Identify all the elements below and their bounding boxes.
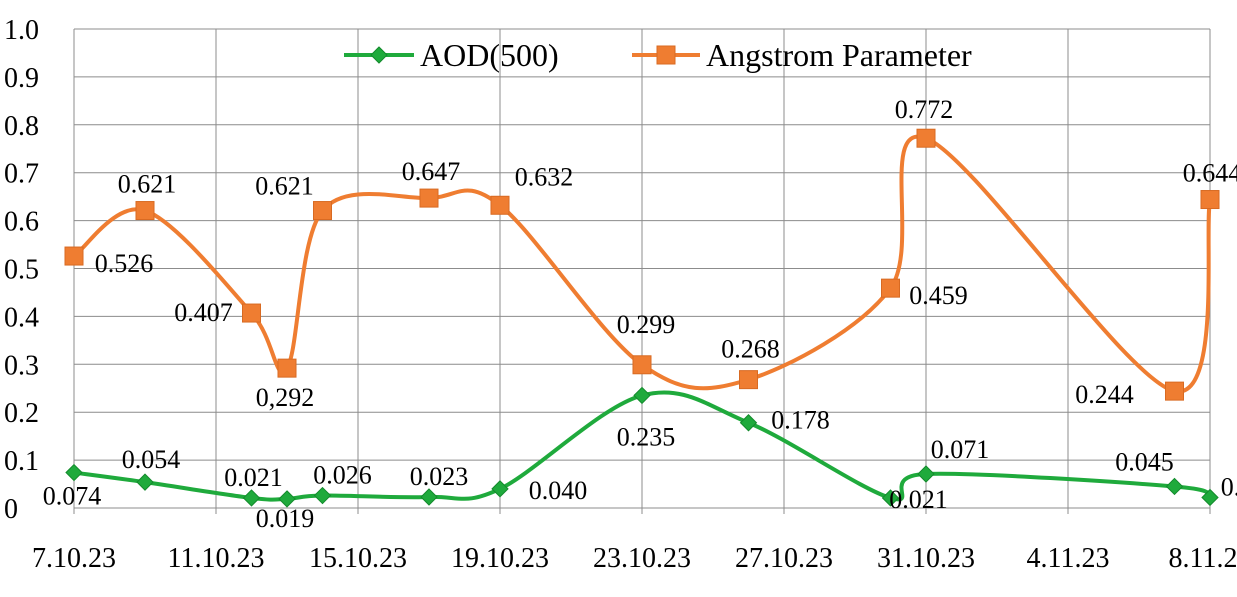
aod-point	[136, 473, 154, 491]
angstrom-data-label: 0.407	[174, 298, 233, 327]
series-lines	[64, 128, 1220, 508]
x-tick-label: 19.10.23	[451, 543, 549, 574]
x-tick-label: 31.10.23	[877, 543, 975, 574]
aod-data-label: 0.019	[256, 504, 315, 533]
aod-data-label: 0.023	[410, 462, 469, 491]
angstrom-data-label: 0.244	[1075, 380, 1134, 409]
angstrom-point	[419, 188, 439, 208]
angstrom-point	[242, 303, 261, 323]
aod-data-label: 0.022	[1221, 472, 1237, 501]
aod-data-label: 0.071	[931, 435, 990, 464]
y-tick-label: 0.8	[4, 111, 39, 142]
aod-point	[739, 414, 758, 432]
y-tick-label: 1.0	[4, 15, 39, 46]
aod-data-label: 0.054	[122, 445, 181, 474]
angstrom-data-label: 0.526	[95, 249, 154, 278]
angstrom-point	[916, 128, 936, 148]
aod-data-label: 0.074	[43, 482, 102, 511]
angstrom-data-label: 0.621	[118, 170, 177, 199]
angstrom-point	[277, 358, 297, 378]
aod-point	[242, 489, 261, 507]
angstrom-data-label: 0.299	[617, 310, 676, 339]
angstrom-data-label: 0.632	[515, 162, 574, 191]
x-tick-label: 23.10.23	[593, 543, 691, 574]
y-tick-label: 0.2	[4, 398, 39, 429]
angstrom-point	[64, 246, 84, 266]
legend-marker-angstrom	[656, 45, 676, 65]
angstrom-data-label: 0.772	[895, 95, 954, 124]
y-tick-label: 0.9	[4, 63, 39, 94]
aod-point	[633, 386, 651, 405]
legend: AOD(500) Angstrom Parameter	[344, 37, 972, 73]
angstrom-point	[135, 201, 155, 221]
angstrom-data-label: 0.268	[721, 335, 780, 364]
angstrom-data-label: 0.621	[255, 172, 314, 201]
angstrom-point	[881, 278, 900, 298]
x-tick-label: 4.11.23	[1027, 543, 1110, 574]
series-line-angstrom	[72, 134, 1212, 394]
x-tick-label: 8.11.23	[1169, 543, 1237, 574]
aod-point	[313, 486, 332, 505]
aod-point	[1165, 477, 1184, 496]
aod-point	[1201, 488, 1219, 507]
x-tick-label: 7.10.23	[32, 543, 116, 574]
aod-data-label: 0.040	[529, 476, 588, 505]
aod-data-label: 0.235	[617, 422, 676, 451]
y-tick-label: 0.4	[4, 302, 39, 333]
aod-point	[491, 480, 509, 498]
legend-label-angstrom: Angstrom Parameter	[706, 37, 972, 73]
aod-data-label: 0.026	[313, 461, 372, 490]
y-tick-label: 0.1	[4, 446, 39, 477]
aod-data-label: 0.178	[771, 406, 830, 435]
legend-label-aod: AOD(500)	[420, 37, 559, 73]
angstrom-data-label: 0.647	[402, 157, 461, 186]
data-labels: 0.074 0.054 0.021 0.019 0.026 0.023 0.040 0.235…	[43, 95, 1237, 533]
angstrom-point	[739, 370, 758, 390]
angstrom-data-label: 0.644	[1183, 159, 1237, 188]
aod-point	[420, 488, 438, 506]
y-tick-label: 0.6	[4, 207, 39, 238]
aod-data-label: 0.021	[224, 463, 283, 492]
y-tick-label: 0.3	[4, 350, 39, 381]
y-axis-tick-labels: 0 0.1 0.2 0.3 0.4 0.5 0.6 0.7 0.8 0.9 1.0	[4, 15, 39, 525]
aod-point	[917, 465, 935, 483]
x-tick-label: 27.10.23	[735, 543, 833, 574]
angstrom-point	[1200, 190, 1220, 210]
y-tick-label: 0.7	[4, 159, 39, 190]
angstrom-point	[313, 201, 332, 221]
aod-data-label: 0.045	[1115, 447, 1174, 476]
y-tick-label: 0	[4, 494, 18, 525]
angstrom-point	[1165, 381, 1184, 401]
legend-marker-aod	[370, 46, 388, 64]
x-axis-tick-labels: 7.10.23 11.10.23 15.10.23 19.10.23 23.10.23 2…	[32, 543, 1237, 574]
angstrom-point	[490, 195, 510, 215]
x-tick-label: 15.10.23	[309, 543, 407, 574]
aod-point	[881, 489, 900, 507]
y-tick-label: 0.5	[4, 255, 39, 286]
aod-data-label: 0.021	[889, 485, 948, 514]
angstrom-data-label: 0,292	[256, 383, 315, 412]
angstrom-point	[632, 355, 652, 375]
aod-point	[278, 490, 296, 508]
angstrom-data-label: 0.459	[909, 281, 968, 310]
x-tick-label: 11.10.23	[168, 543, 265, 574]
aod-point	[65, 463, 83, 482]
